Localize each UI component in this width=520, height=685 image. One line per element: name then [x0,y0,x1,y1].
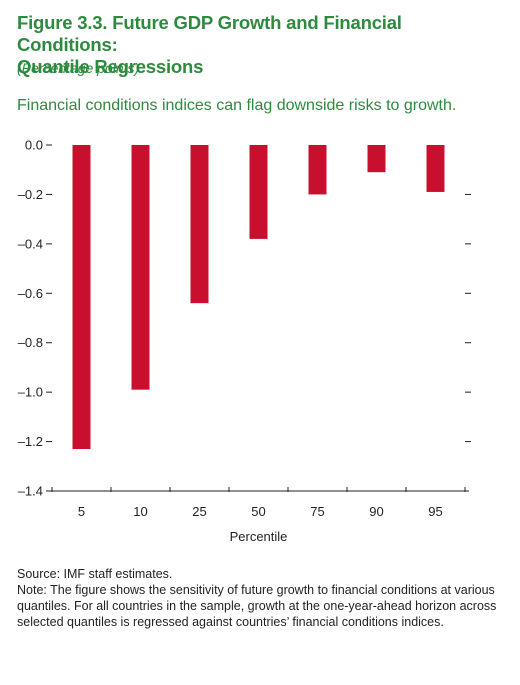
bar [72,145,91,449]
x-tick-label: 75 [310,504,324,519]
x-tick-label: 95 [428,504,442,519]
x-tick-label: 25 [192,504,206,519]
y-tick-label: –0.4 [18,236,43,251]
x-tick-label: 5 [78,504,85,519]
y-tick-label: –0.2 [18,187,43,202]
figure-subtitle: (Percentage points) [17,60,140,76]
y-tick-label: –0.8 [18,335,43,350]
figure-note: Note: The figure shows the sensitivity o… [17,583,497,629]
figure-title: Figure 3.3. Future GDP Growth and Financ… [17,12,507,78]
bar-chart: 0.0 –0.2 –0.4 –0.6 –0.8 –1.0 –1.2 –1.4 5 10 25 50 75… [18,138,471,544]
figure-lead-text: Financial conditions indices can flag do… [17,97,457,114]
y-tick-label: –1.0 [18,385,43,400]
bar [249,145,268,239]
figure-title-line-1: Figure 3.3. Future GDP Growth and Financ… [17,12,402,55]
x-tick-label: 10 [133,504,147,519]
bar [426,145,445,192]
y-tick-label: –1.4 [18,484,43,499]
x-tick-label: 90 [369,504,383,519]
figure-title-line-2: Quantile Regressions [17,56,204,77]
bar [131,145,150,390]
bar [190,145,209,304]
y-tick-label: –0.6 [18,286,43,301]
figure-notes: Source: IMF staff estimates. Note: The f… [17,566,507,630]
y-tick-label: 0.0 [25,138,43,153]
bar [367,145,386,173]
y-tick-label: –1.2 [18,434,43,449]
x-axis-title: Percentile [230,529,288,544]
x-tick-label: 50 [251,504,265,519]
bar [308,145,327,195]
source-note: Source: IMF staff estimates. [17,567,173,581]
